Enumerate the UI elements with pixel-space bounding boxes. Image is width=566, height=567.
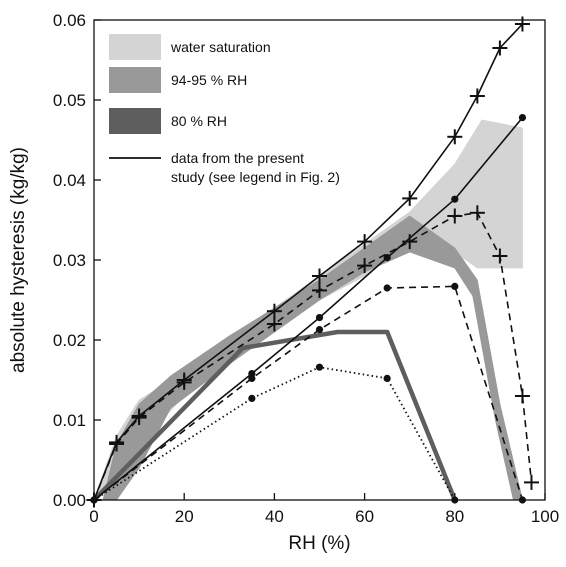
- series-1-point-8: [447, 129, 463, 145]
- x-tick-label-4: 80: [445, 507, 464, 526]
- legend-label-0: water saturation: [170, 39, 271, 55]
- y-tick-label-3: 0.03: [53, 251, 86, 270]
- series-5-point-2: [315, 363, 324, 371]
- series-1-point-11: [514, 16, 530, 32]
- series-2-point-7: [402, 234, 418, 250]
- series-3-point-5: [518, 114, 527, 122]
- x-axis-title: RH (%): [288, 533, 350, 554]
- legend: water saturation 94-95 % RH 80 % RH data fr…: [109, 34, 340, 185]
- series-line-3: [93, 117, 524, 501]
- x-tick-label-5: 100: [531, 507, 559, 526]
- series-2-point-9: [469, 205, 485, 221]
- legend-swatch-0: [109, 34, 161, 60]
- x-tick-label-2: 40: [265, 507, 284, 526]
- y-tick-label-2: 0.02: [53, 331, 86, 350]
- series-4-point-1: [248, 374, 256, 382]
- series-2-point-1: [109, 436, 125, 452]
- legend-label-3: data from the present: [171, 150, 304, 166]
- legend-label-2: 80 % RH: [171, 113, 227, 129]
- series-1-point-9: [469, 88, 485, 104]
- series-2-point-6: [357, 258, 373, 274]
- series-2-point-10: [492, 248, 508, 264]
- legend-swatch-1: [109, 67, 161, 93]
- series-1-point-5: [312, 268, 327, 284]
- series-2-point-4: [266, 316, 282, 332]
- series-2-point-12: [523, 474, 539, 490]
- series-2-point-8: [447, 208, 463, 224]
- y-tick-label-1: 0.01: [53, 411, 86, 430]
- series-4-point-3: [383, 284, 391, 292]
- series-line-0: [92, 329, 457, 502]
- y-tick-label-6: 0.06: [53, 11, 86, 30]
- series-5-point-3: [383, 374, 391, 382]
- y-tick-label-4: 0.04: [53, 171, 86, 190]
- series-4-point-4: [451, 282, 459, 290]
- series-1-point-7: [402, 190, 418, 206]
- y-axis-title: absolute hysteresis (kg/kg): [8, 147, 29, 373]
- legend-swatch-2: [109, 108, 161, 134]
- series-2-point-11: [514, 388, 530, 404]
- series-1-point-6: [357, 234, 373, 250]
- legend-label-3-line2: study (see legend in Fig. 2): [171, 169, 340, 185]
- series-1-point-10: [492, 40, 508, 56]
- series-line-1: [93, 23, 524, 501]
- series-5-point-1: [248, 394, 256, 402]
- series-1-point-4: [266, 303, 282, 319]
- y-tick-label-5: 0.05: [53, 91, 86, 110]
- series-2-point-3: [176, 374, 192, 390]
- series-3-point-3: [383, 254, 391, 262]
- x-tick-label-3: 60: [355, 507, 374, 526]
- y-tick-label-0: 0.00: [53, 491, 86, 510]
- band-1: [102, 215, 524, 501]
- series-3-point-4: [451, 195, 459, 203]
- series-2-point-2: [131, 410, 147, 426]
- ticks-layer: 0 20 40 60 80 100 0.00 0.01 0.02 0.03 0.04 0.05 0.06: [53, 11, 559, 526]
- legend-label-1: 94-95 % RH: [171, 72, 247, 88]
- x-tick-label-0: 0: [89, 507, 98, 526]
- series-2-point-5: [312, 282, 327, 298]
- x-tick-label-1: 20: [175, 507, 194, 526]
- series-4-point-2: [315, 326, 324, 334]
- series-3-point-2: [315, 314, 324, 322]
